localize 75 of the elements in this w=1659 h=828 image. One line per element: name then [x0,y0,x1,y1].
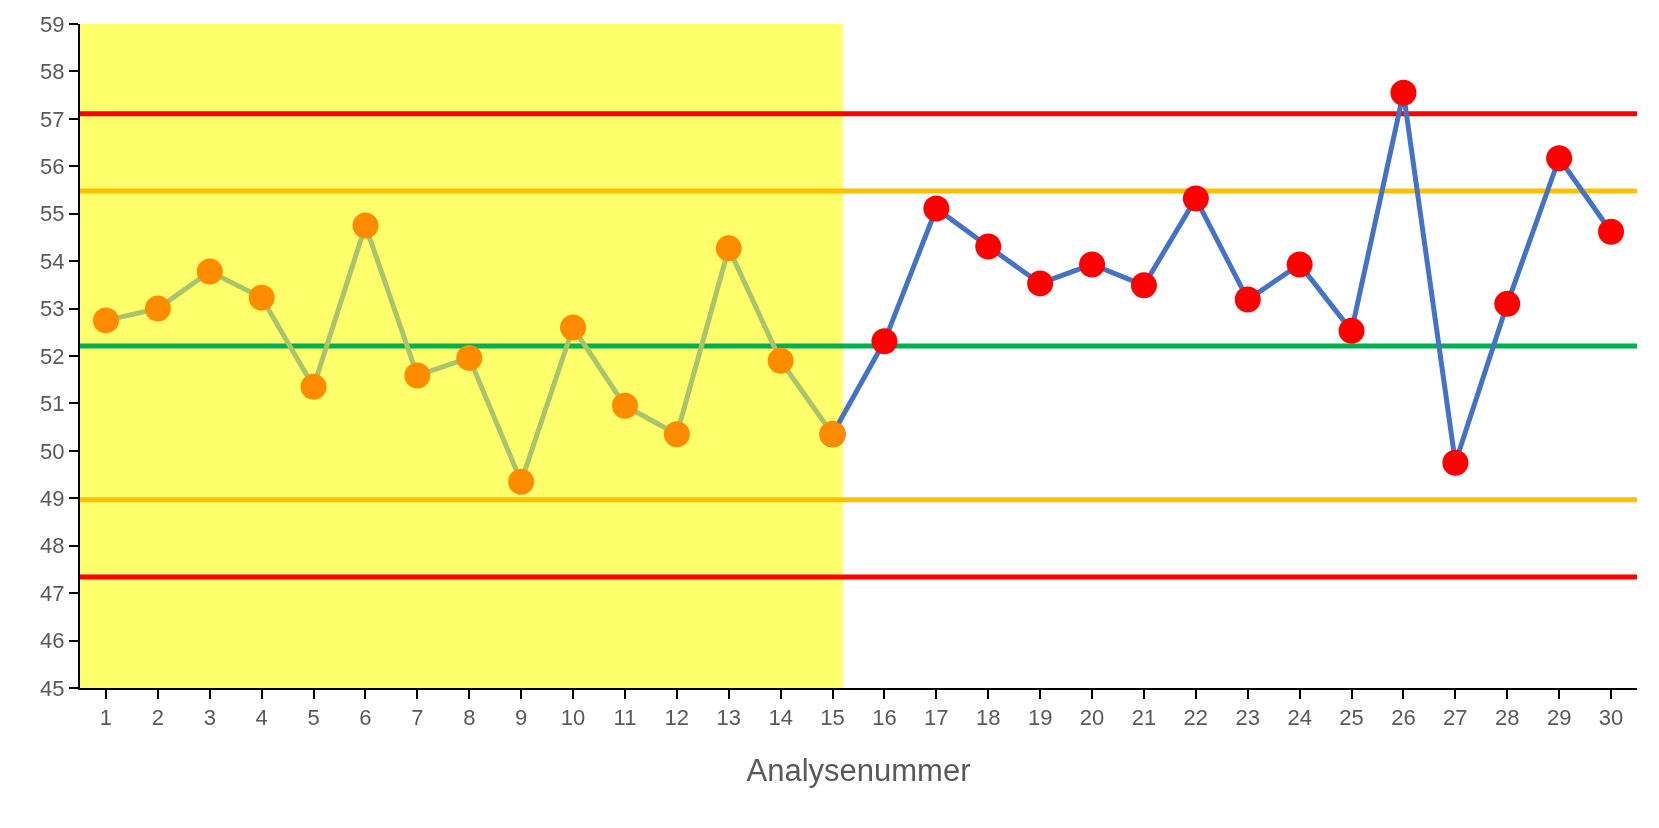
point [456,344,483,371]
point [1546,145,1573,172]
y-tick-label: 53 [40,296,65,322]
point [404,362,431,389]
point [1494,290,1521,317]
x-tick-label: 29 [1546,705,1572,731]
x-tick-label: 18 [976,705,1001,731]
x-tick-label: 3 [203,705,216,731]
point [663,421,690,448]
point [300,373,327,400]
point [715,235,742,262]
y-tick-label: 46 [40,628,65,654]
x-tick-label: 1 [99,705,113,731]
point [1286,251,1313,278]
y-tick-label: 54 [40,248,65,274]
point [1390,79,1417,106]
x-tick-label: 23 [1235,705,1260,731]
point [871,328,898,355]
x-tick-label: 26 [1391,705,1416,731]
x-tick-label: 13 [716,705,741,731]
x-tick-label: 11 [613,705,637,731]
x-axis-title: Analysenummer [746,753,971,789]
y-tick-label: 57 [40,106,65,132]
point [1598,218,1625,245]
y-tick-label: 45 [40,675,65,701]
x-tick-label: 14 [768,705,793,731]
y-tick-label: 48 [40,533,65,559]
point [767,347,794,374]
y-tick-label: 56 [40,153,65,179]
y-tick-label: 55 [40,201,65,227]
y-tick-label: 49 [40,485,65,511]
point [560,314,587,341]
point [352,212,379,239]
point [1182,185,1209,212]
x-tick-label: 17 [924,705,949,731]
point [1338,317,1365,344]
x-tick-label: 28 [1495,705,1520,731]
point [1234,286,1261,313]
x-tick-label: 4 [255,705,268,731]
point [1079,251,1106,278]
point [508,468,535,495]
x-tick-label: 19 [1027,705,1053,731]
x-tick-label: 15 [820,705,845,731]
point [1027,270,1054,297]
x-tick-label: 30 [1598,705,1624,731]
y-tick-label: 50 [40,438,65,464]
x-tick-label: 10 [560,705,586,731]
point [923,195,950,222]
x-tick-label: 2 [151,705,164,731]
y-tick-label: 58 [40,59,65,85]
x-tick-label: 21 [1131,705,1157,731]
point [1130,272,1157,299]
x-tick-label: 7 [411,705,424,731]
x-tick-label: 22 [1183,705,1209,731]
point [1442,449,1469,476]
point [196,258,223,285]
point [248,284,275,311]
x-tick-label: 5 [307,705,320,731]
x-tick-label: 8 [463,705,476,731]
x-tick-label: 20 [1079,705,1105,731]
x-tick-label: 25 [1339,705,1364,731]
point [975,233,1002,260]
y-tick-label: 51 [40,391,65,417]
x-tick-label: 9 [515,705,528,731]
y-tick-label: 59 [40,11,65,37]
point [611,392,638,419]
x-tick-label: 24 [1287,705,1312,731]
point [144,295,171,322]
y-tick-label: 52 [40,343,65,369]
x-tick-label: 12 [664,705,690,731]
point [92,307,119,334]
x-tick-label: 16 [872,705,897,731]
x-tick-label: 6 [359,705,372,731]
x-tick-label: 27 [1443,705,1468,731]
y-tick-label: 47 [40,580,65,606]
